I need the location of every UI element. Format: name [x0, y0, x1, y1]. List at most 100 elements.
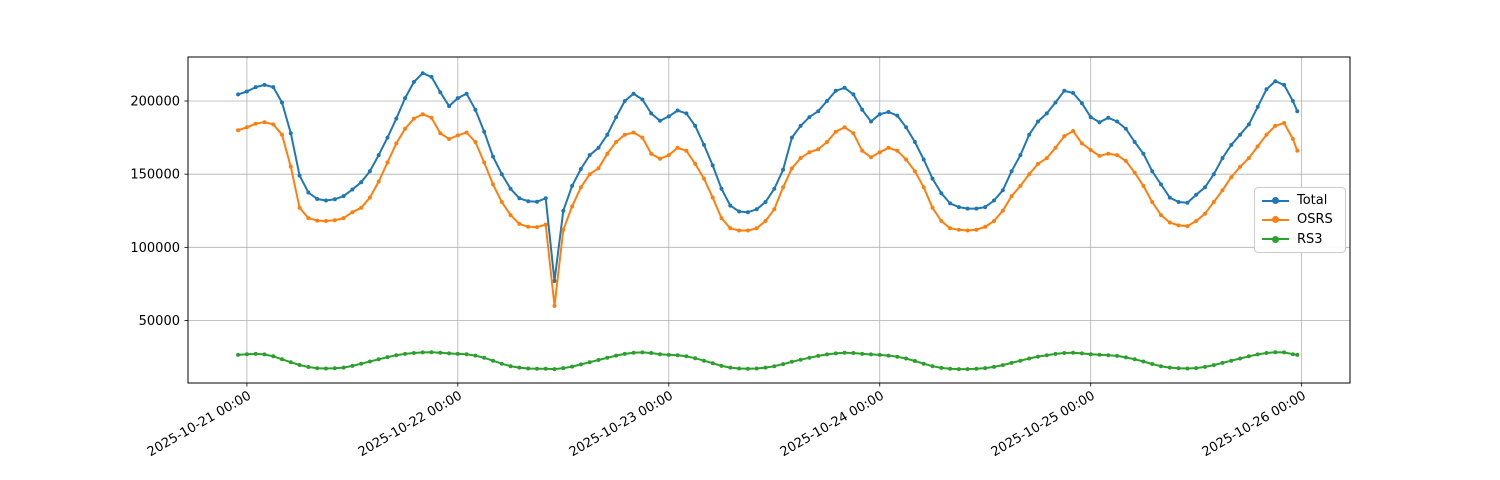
- series-osrs-marker: [1150, 200, 1155, 204]
- series-osrs-marker: [1036, 161, 1040, 166]
- series-rs3-marker: [262, 352, 267, 357]
- series-rs3-marker: [596, 358, 601, 362]
- series-osrs-marker: [288, 164, 293, 169]
- series-rs3-marker: [710, 361, 715, 366]
- series-osrs-marker: [587, 172, 592, 177]
- series-osrs-marker: [473, 140, 478, 144]
- series-rs3-marker: [403, 351, 408, 356]
- series-osrs-marker: [983, 224, 988, 229]
- series-osrs-marker: [1176, 223, 1181, 228]
- series-osrs-marker: [1141, 183, 1146, 188]
- series-total-marker: [992, 198, 996, 203]
- series-osrs-marker: [833, 129, 838, 134]
- series-total-marker: [376, 153, 381, 158]
- series-rs3-marker: [280, 357, 284, 362]
- series-osrs-marker: [895, 148, 900, 153]
- series-rs3-marker: [869, 352, 873, 357]
- series-rs3-marker: [816, 353, 821, 358]
- series-total-marker: [789, 135, 794, 140]
- series-total-marker: [1088, 115, 1093, 120]
- legend-item-total: Total: [1262, 191, 1338, 210]
- series-total-marker: [833, 88, 838, 93]
- series-rs3-marker: [491, 358, 495, 363]
- series-osrs-marker: [1282, 121, 1287, 125]
- series-rs3-marker: [1150, 362, 1155, 366]
- series-rs3-marker: [965, 367, 970, 372]
- series-rs3-marker: [825, 352, 829, 357]
- series-osrs-marker: [904, 157, 909, 162]
- series-osrs-marker: [341, 216, 346, 221]
- series-rs3-marker: [658, 352, 662, 357]
- series-total-marker: [411, 80, 416, 84]
- series-rs3-marker: [877, 352, 882, 357]
- legend-label-total: Total: [1297, 193, 1328, 209]
- series-total-marker: [1097, 120, 1102, 125]
- series-rs3-marker: [807, 355, 812, 360]
- series-total-marker: [429, 74, 434, 79]
- series-osrs-marker: [570, 204, 575, 209]
- series-osrs-marker: [860, 148, 865, 153]
- series-osrs-marker: [543, 222, 548, 227]
- series-total-marker: [1115, 119, 1120, 124]
- series-rs3-marker: [350, 363, 355, 368]
- series-rs3-marker: [552, 367, 557, 372]
- series-osrs-marker: [1132, 170, 1137, 175]
- series-total-marker: [359, 180, 364, 185]
- series-osrs-marker: [1000, 208, 1005, 213]
- series-osrs-marker: [763, 219, 768, 223]
- y-tick-label: 50000: [139, 314, 180, 329]
- plot-frame: [187, 56, 1351, 384]
- series-osrs-marker: [306, 216, 311, 221]
- series-total-marker: [930, 176, 935, 181]
- series-total-marker: [1290, 99, 1295, 103]
- series-total-marker: [350, 187, 355, 192]
- series-total-marker: [517, 196, 522, 201]
- series-total-marker: [1027, 132, 1032, 137]
- series-total-marker: [684, 111, 689, 116]
- series-osrs-marker: [526, 224, 531, 229]
- series-rs3-marker: [385, 355, 390, 360]
- series-rs3-marker: [1115, 353, 1120, 358]
- series-osrs-marker: [429, 115, 434, 120]
- series-rs3-marker: [420, 350, 425, 355]
- series-rs3-marker: [666, 352, 671, 357]
- series-osrs-marker: [297, 205, 302, 210]
- series-rs3-marker: [1273, 350, 1278, 355]
- series-osrs-marker: [886, 145, 891, 150]
- series-rs3-marker: [1018, 358, 1023, 363]
- series-total-marker: [851, 92, 856, 97]
- series-osrs-marker: [253, 121, 258, 126]
- series-total-marker: [403, 96, 408, 101]
- series-total-marker: [807, 115, 812, 120]
- series-total-marker: [948, 201, 953, 206]
- series-osrs-marker: [447, 137, 452, 141]
- osrs-line-sample: [1262, 214, 1289, 225]
- series-osrs-marker: [1027, 172, 1032, 177]
- series-rs3-marker: [1167, 365, 1172, 370]
- series-osrs-marker: [781, 185, 786, 190]
- series-rs3-marker: [341, 365, 346, 370]
- series-total-marker: [605, 132, 610, 137]
- series-rs3-marker: [587, 360, 592, 365]
- series-rs3-marker: [719, 363, 724, 368]
- series-total-marker: [1141, 151, 1146, 156]
- series-total-marker: [1018, 153, 1023, 158]
- series-rs3-marker: [447, 351, 452, 356]
- series-total-marker: [438, 90, 443, 95]
- series-total-marker: [921, 157, 926, 162]
- series-total-marker: [842, 85, 847, 90]
- series-rs3-marker: [236, 352, 241, 357]
- series-rs3-marker: [1088, 352, 1093, 357]
- series-total-marker: [535, 199, 539, 204]
- series-total-marker: [1036, 119, 1040, 124]
- series-osrs-marker: [921, 185, 926, 190]
- series-rs3-marker: [974, 366, 979, 371]
- series-rs3-marker: [1194, 366, 1199, 371]
- series-total-marker: [244, 89, 249, 94]
- series-rs3-marker: [1211, 363, 1216, 368]
- series-osrs-marker: [394, 141, 399, 146]
- series-total-marker: [1167, 195, 1172, 200]
- series-total-marker: [1203, 185, 1207, 190]
- series-osrs-marker: [420, 112, 425, 117]
